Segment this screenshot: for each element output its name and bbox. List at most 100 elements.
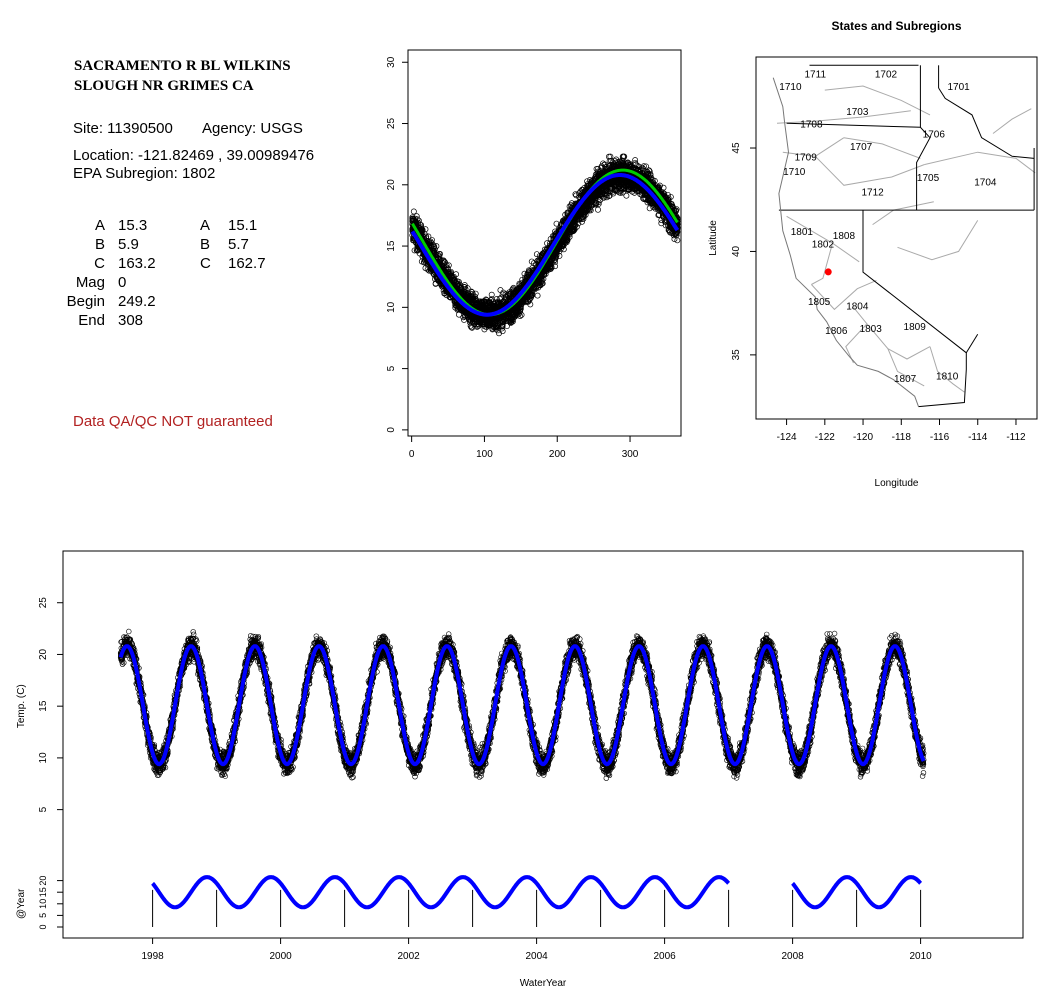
data-point [548, 263, 555, 270]
data-point [472, 290, 479, 297]
subregion-line [992, 108, 1032, 134]
data-point [601, 161, 608, 168]
param-label: C [94, 255, 105, 272]
state-boundaries [778, 64, 1035, 408]
data-point [621, 153, 628, 160]
y-tick-label: 5 [38, 806, 49, 812]
data-point [528, 292, 535, 299]
y-tick-label: 20 [38, 648, 49, 660]
param-label: C [200, 255, 211, 272]
data-point [595, 206, 601, 213]
y-tick-label: 10 [386, 301, 397, 313]
x-tick-label: 2010 [909, 951, 932, 962]
data-point [607, 153, 614, 160]
data-point [445, 265, 451, 272]
param-value: 162.7 [228, 255, 266, 272]
param-label: A [94, 217, 105, 234]
data-point [518, 311, 525, 318]
data-point [560, 243, 567, 249]
site-id: Site: 11390500 [73, 120, 173, 137]
x-tick-label: -122 [815, 432, 835, 443]
y-tick-label: 20 [38, 876, 48, 886]
y-tick-label: 35 [731, 349, 742, 361]
subregion-label: 1806 [825, 326, 848, 337]
data-point [437, 251, 443, 257]
x-tick-label: 200 [549, 449, 566, 460]
data-point [589, 202, 596, 209]
data-point [414, 216, 421, 223]
subregion-label: 1706 [923, 130, 946, 141]
site-name: SACRAMENTO R BL WILKINS SLOUGH NR GRIMES… [74, 56, 291, 96]
data-point [620, 159, 627, 166]
data-point [573, 223, 580, 230]
data-point [528, 290, 535, 297]
parameter-table: A B C Mag Begin End 15.3 5.9 163.2 0 249… [40, 216, 340, 336]
data-point [560, 246, 567, 253]
data-point [623, 192, 630, 199]
data-point [582, 211, 589, 218]
x-tick-label: 0 [409, 449, 415, 460]
param-label: Mag [75, 274, 105, 291]
data-point [431, 246, 438, 253]
subregion-line [924, 151, 1036, 174]
x-tick-label: 2000 [269, 951, 292, 962]
data-point [456, 278, 462, 285]
data-point [517, 304, 524, 311]
plot-frame [62, 550, 1024, 939]
data-point [488, 291, 495, 298]
x-tick-label: -124 [777, 432, 797, 443]
data-point [539, 277, 545, 284]
subregion-label: 1809 [904, 322, 927, 333]
y-tick-label: 15 [38, 887, 48, 897]
data-point [422, 226, 429, 233]
param-label: End [78, 312, 105, 329]
param-value: 5.7 [228, 236, 249, 253]
subregion-label: 1801 [791, 227, 814, 238]
y-tick-label: 15 [386, 240, 397, 252]
subregion-label: 1707 [850, 142, 873, 153]
data-point [539, 280, 546, 287]
subregion-map: States and Subregions1711171017021701170… [708, 19, 1038, 489]
subregion-label: 1709 [795, 152, 818, 163]
data-point [671, 236, 678, 243]
y-tick-label: 0 [38, 924, 48, 929]
data-point [499, 322, 506, 329]
data-point [619, 189, 626, 196]
subregion-label: 1710 [779, 82, 802, 93]
state-line [938, 87, 1035, 159]
subregion-label: 1807 [894, 374, 917, 385]
data-point [429, 237, 435, 243]
data-point [534, 292, 541, 299]
x-tick-label: 300 [622, 449, 639, 460]
y-tick-label: 10 [38, 899, 48, 909]
data-point [441, 258, 448, 265]
data-point [556, 253, 563, 259]
subregion-label: 1804 [846, 301, 869, 312]
x-tick-label: 2002 [397, 951, 420, 962]
param-value: 15.1 [228, 217, 258, 234]
param-label: Begin [66, 293, 105, 310]
data-point [472, 293, 478, 300]
x-tick-label: -120 [853, 432, 873, 443]
data-point [517, 305, 524, 312]
y-tick-label: 20 [386, 179, 397, 191]
param-value: 308 [118, 312, 144, 329]
data-point [461, 282, 468, 289]
data-point [575, 220, 582, 227]
data-point [632, 157, 639, 164]
agency: Agency: USGS [202, 120, 303, 137]
subregion-line [897, 220, 979, 261]
subregion-line [929, 346, 965, 393]
data-point [572, 191, 579, 198]
data-point [440, 257, 447, 264]
x-tick-label: 2004 [525, 951, 548, 962]
y-tick-label: 40 [731, 245, 742, 257]
data-point [445, 262, 452, 269]
y-tick-label: 30 [386, 56, 397, 68]
data-point [410, 208, 417, 215]
x-axis-label: WaterYear [520, 978, 567, 989]
param-label: B [94, 236, 105, 253]
subregion-label: 1805 [808, 297, 831, 308]
data-point [464, 285, 471, 292]
param-value: 0 [118, 274, 127, 291]
